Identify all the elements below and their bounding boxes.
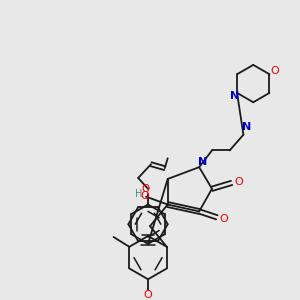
- Text: O: O: [141, 184, 149, 194]
- Text: O: O: [141, 191, 149, 201]
- Text: O: O: [144, 290, 152, 300]
- Text: N: N: [242, 122, 251, 132]
- Text: N: N: [199, 157, 208, 167]
- Text: H: H: [134, 189, 142, 199]
- Text: O: O: [234, 177, 243, 187]
- Text: O: O: [270, 66, 279, 76]
- Text: N: N: [230, 91, 240, 101]
- Text: O: O: [219, 214, 228, 224]
